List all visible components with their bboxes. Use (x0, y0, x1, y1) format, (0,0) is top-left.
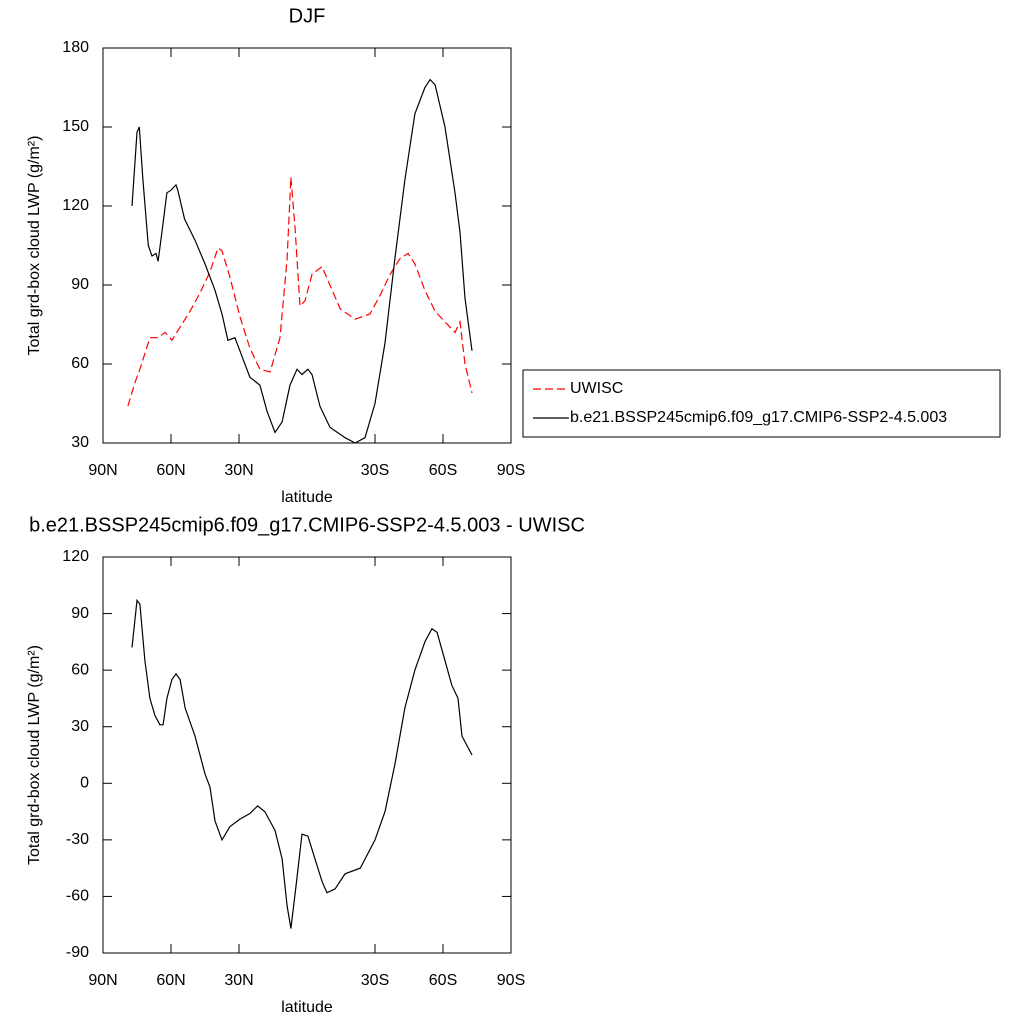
y-tick-label: 120 (62, 548, 89, 565)
x-tick-label: 30N (224, 972, 253, 989)
x-axis-label: latitude (281, 999, 333, 1016)
legend-label: b.e21.BSSP245cmip6.f09_g17.CMIP6-SSP2-4.… (570, 409, 947, 426)
y-tick-label: -60 (66, 888, 89, 905)
x-tick-label: 30S (361, 462, 389, 479)
x-tick-label: 60S (429, 972, 457, 989)
plot-frame (102, 556, 512, 954)
x-tick-label: 90N (88, 462, 117, 479)
x-axis-label: latitude (281, 489, 333, 506)
x-tick-label: 90N (88, 972, 117, 989)
x-tick-label: 60S (429, 462, 457, 479)
y-tick-label: 90 (71, 605, 89, 622)
y-tick-label: 90 (71, 276, 89, 293)
x-tick-label: 60N (156, 972, 185, 989)
y-axis-label: Total grd-box cloud LWP (g/m²) (26, 645, 43, 865)
y-axis-label: Total grd-box cloud LWP (g/m²) (26, 136, 43, 356)
chart-title: b.e21.BSSP245cmip6.f09_g17.CMIP6-SSP2-4.… (29, 514, 585, 536)
data-line (131, 78, 473, 444)
data-line (131, 598, 473, 929)
plot-frame (102, 47, 512, 444)
y-tick-label: 0 (80, 775, 89, 792)
y-tick-label: 60 (71, 661, 89, 678)
y-tick-label: 30 (71, 434, 89, 451)
y-tick-label: 180 (62, 39, 89, 56)
x-tick-label: 90S (497, 972, 525, 989)
y-tick-label: 150 (62, 118, 89, 135)
y-tick-label: 30 (71, 718, 89, 735)
legend-label: UWISC (570, 380, 623, 397)
x-tick-label: 60N (156, 462, 185, 479)
chart-title: DJF (289, 5, 326, 27)
y-tick-label: 60 (71, 355, 89, 372)
y-tick-label: -90 (66, 944, 89, 961)
data-line (127, 176, 473, 407)
x-tick-label: 30N (224, 462, 253, 479)
legend-box (522, 369, 1001, 438)
x-tick-label: 90S (497, 462, 525, 479)
y-tick-label: 120 (62, 197, 89, 214)
y-tick-label: -30 (66, 831, 89, 848)
x-tick-label: 30S (361, 972, 389, 989)
